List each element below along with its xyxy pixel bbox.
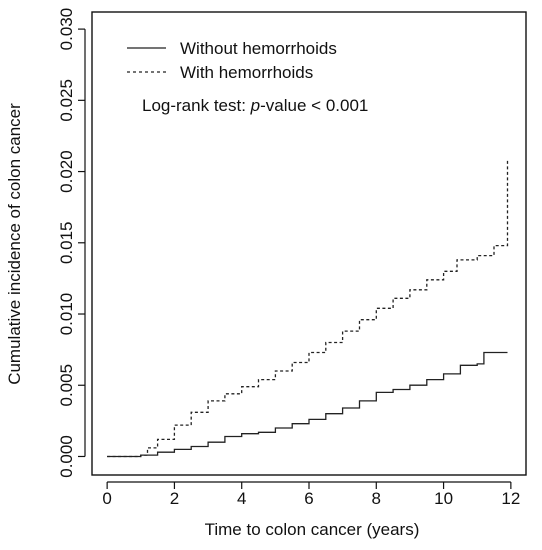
logrank-p: p [250,96,260,115]
logrank-suffix: -value < 0.001 [260,96,368,115]
y-tick-label: 0.020 [57,150,76,193]
y-tick-label: 0.005 [57,364,76,407]
x-tick-label: 8 [372,489,381,508]
legend: Without hemorrhoids With hemorrhoids [127,39,337,82]
y-tick-label: 0.030 [57,8,76,51]
legend-label-without: Without hemorrhoids [180,39,337,58]
y-tick-label: 0.000 [57,435,76,478]
x-axis-title: Time to colon cancer (years) [205,520,420,539]
y-tick-label: 0.010 [57,293,76,336]
series-lines [107,158,509,458]
logrank-prefix: Log-rank test: [142,96,251,115]
legend-label-with: With hemorrhoids [180,63,313,82]
logrank-annotation: Log-rank test: p-value < 0.001 [142,96,368,115]
series-line-without-hemorrhoids [107,351,508,458]
x-tick-label: 12 [501,489,520,508]
plot-frame [91,11,527,476]
series-line-with-hemorrhoids [107,158,509,458]
x-tick-label: 10 [434,489,453,508]
x-tick-label: 4 [237,489,246,508]
y-tick-label: 0.025 [57,79,76,122]
x-tick-label: 2 [170,489,179,508]
x-axis: 0 2 4 6 8 10 12 [102,481,520,508]
x-tick-label: 6 [304,489,313,508]
y-axis: 0.000 0.005 0.010 0.015 0.020 0.025 0.030 [57,8,86,478]
x-tick-label: 0 [102,489,111,508]
y-axis-title: Cumulative incidence of colon cancer [5,103,24,385]
y-tick-label: 0.015 [57,222,76,265]
